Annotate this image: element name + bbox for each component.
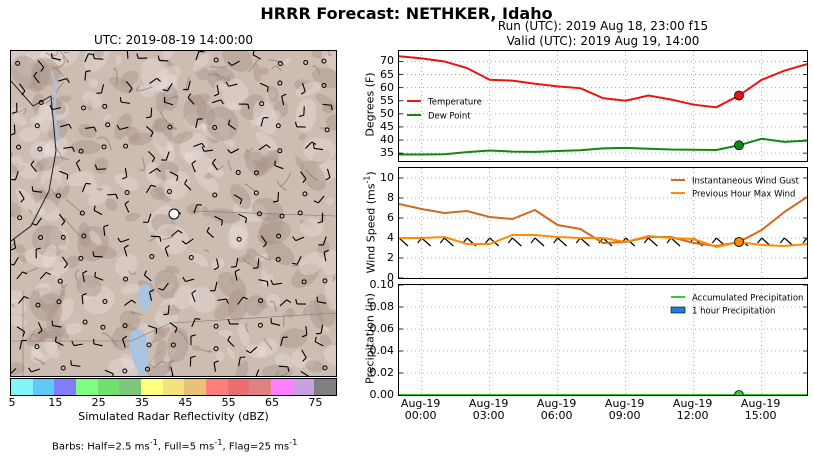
legend-label: Temperature xyxy=(427,98,482,108)
y-tick-label: 50 xyxy=(380,106,394,120)
colorbar-segment xyxy=(32,379,55,395)
radar-map[interactable] xyxy=(10,50,337,377)
current-value-marker xyxy=(734,90,744,101)
colorbar-segment xyxy=(227,379,250,395)
wind-panel: Instantaneous Wind Gust Previous Hour Max… xyxy=(398,167,808,279)
station-marker[interactable] xyxy=(168,208,180,220)
y-tick-label: 45 xyxy=(380,119,394,133)
map-time-label: UTC: 2019-08-19 14:00:00 xyxy=(93,33,254,47)
legend-label: Accumulated Precipitation xyxy=(692,294,803,304)
wind-barb xyxy=(670,237,681,247)
colorbar-segment xyxy=(271,379,293,395)
y-tick-label: 0.04 xyxy=(369,344,395,357)
y-axis-label: Degrees (F) xyxy=(363,72,377,137)
x-tick-label: Aug-19 06:00 xyxy=(536,397,577,422)
x-tick-label: Aug-19 09:00 xyxy=(604,397,645,422)
colorbar-tick-label: 55 xyxy=(221,396,236,409)
temperature-panel: Temperature Dew Point xyxy=(398,50,808,162)
chart-legend: Temperature Dew Point xyxy=(407,98,482,122)
chart-legend: Accumulated Precipitation 1 hour Precipit… xyxy=(670,294,803,317)
legend-label: Instantaneous Wind Gust xyxy=(692,177,800,187)
y-axis-label: Precipitation (in) xyxy=(363,293,377,384)
colorbar-label: Simulated Radar Reflectivity (dBZ) xyxy=(78,410,269,423)
x-tick-label: Aug-19 12:00 xyxy=(672,397,713,422)
colorbar-segment xyxy=(162,379,185,395)
colorbar-tick-label: 75 xyxy=(308,396,323,409)
x-tick-label: Aug-19 15:00 xyxy=(740,397,781,422)
wind-barb xyxy=(557,237,568,247)
colorbar-tick-label: 15 xyxy=(48,396,63,409)
reflectivity-colorbar xyxy=(10,378,337,396)
valid-time-label: Valid (UTC): 2019 Aug 19, 14:00 xyxy=(506,34,700,48)
colorbar-segment xyxy=(76,379,98,395)
wind-barb xyxy=(511,237,522,247)
colorbar-tick-label: 35 xyxy=(135,396,149,409)
y-axis-label: Wind Speed (ms-1) xyxy=(362,171,378,274)
colorbar-segment xyxy=(97,379,120,395)
colorbar-tick-label: 65 xyxy=(265,396,279,409)
colorbar-segment xyxy=(314,379,337,395)
legend-label: Dew Point xyxy=(428,112,471,122)
barbs-legend-note: Barbs: Half=2.5 ms-1, Full=5 ms-1, Flag=… xyxy=(52,437,298,453)
wind-barb xyxy=(579,237,590,247)
chart-legend: Instantaneous Wind Gust Previous Hour Max… xyxy=(671,177,800,200)
colorbar-segment xyxy=(206,379,228,395)
wind-barb xyxy=(647,237,658,247)
y-tick-label: 4 xyxy=(387,231,394,244)
colorbar-tick-label: 25 xyxy=(91,396,106,409)
y-tick-label: 0.08 xyxy=(369,300,395,313)
y-tick-label: 2 xyxy=(387,251,394,264)
colorbar-segment xyxy=(292,379,315,395)
x-tick-label: Aug-19 03:00 xyxy=(468,397,509,422)
y-tick-label: 65 xyxy=(380,67,394,81)
legend-label: 1 hour Precipitation xyxy=(692,307,775,317)
colorbar-tick-label: 45 xyxy=(178,396,193,409)
wind-barb xyxy=(443,237,454,247)
colorbar-tick-label: 5 xyxy=(8,396,16,409)
colorbar-segment xyxy=(11,379,33,395)
precipitation-plot: Accumulated Precipitation 1 hour Precipit… xyxy=(399,285,807,395)
y-tick-label: 0.06 xyxy=(369,322,395,335)
temperature-plot: Temperature Dew Point xyxy=(399,51,807,161)
y-tick-label: 6 xyxy=(387,211,394,224)
current-value-marker xyxy=(734,140,744,151)
legend-label: Previous Hour Max Wind xyxy=(692,190,795,200)
y-tick-label: 55 xyxy=(380,93,394,107)
colorbar-segment xyxy=(119,379,142,395)
colorbar-segment xyxy=(141,379,163,395)
y-tick-label: 10 xyxy=(380,171,394,184)
x-tick-label: Aug-19 00:00 xyxy=(400,397,441,422)
y-tick-label: 0.02 xyxy=(369,366,395,379)
chart-title: HRRR Forecast: NETHKER, Idaho xyxy=(260,4,553,23)
y-tick-label: 0.00 xyxy=(369,388,395,401)
y-tick-label: 8 xyxy=(387,191,394,204)
series-line-previous-hour-max-wind xyxy=(399,234,807,249)
y-tick-label: 0.10 xyxy=(369,278,395,291)
precipitation-panel: Accumulated Precipitation 1 hour Precipit… xyxy=(398,284,808,396)
wind-barb xyxy=(421,237,432,247)
colorbar-segment xyxy=(54,379,77,395)
terrain-map xyxy=(11,51,336,376)
colorbar-ticks: 5 15 25 35 45 55 65 75 xyxy=(8,396,337,410)
current-value-marker xyxy=(734,237,744,247)
wind-barb xyxy=(534,237,545,247)
colorbar-segment xyxy=(184,379,207,395)
y-tick-label: 35 xyxy=(380,146,394,160)
y-tick-label: 70 xyxy=(380,54,394,68)
y-tick-label: 0 xyxy=(387,271,394,284)
wind-plot: Instantaneous Wind Gust Previous Hour Max… xyxy=(399,168,807,278)
y-tick-label: 40 xyxy=(380,133,394,147)
wind-barb xyxy=(399,237,409,247)
colorbar-segment xyxy=(249,379,272,395)
y-tick-label: 60 xyxy=(380,80,394,94)
series-line-dew-point xyxy=(399,137,807,156)
run-time-label: Run (UTC): 2019 Aug 18, 23:00 f15 xyxy=(497,19,709,33)
current-value-marker xyxy=(734,390,744,395)
